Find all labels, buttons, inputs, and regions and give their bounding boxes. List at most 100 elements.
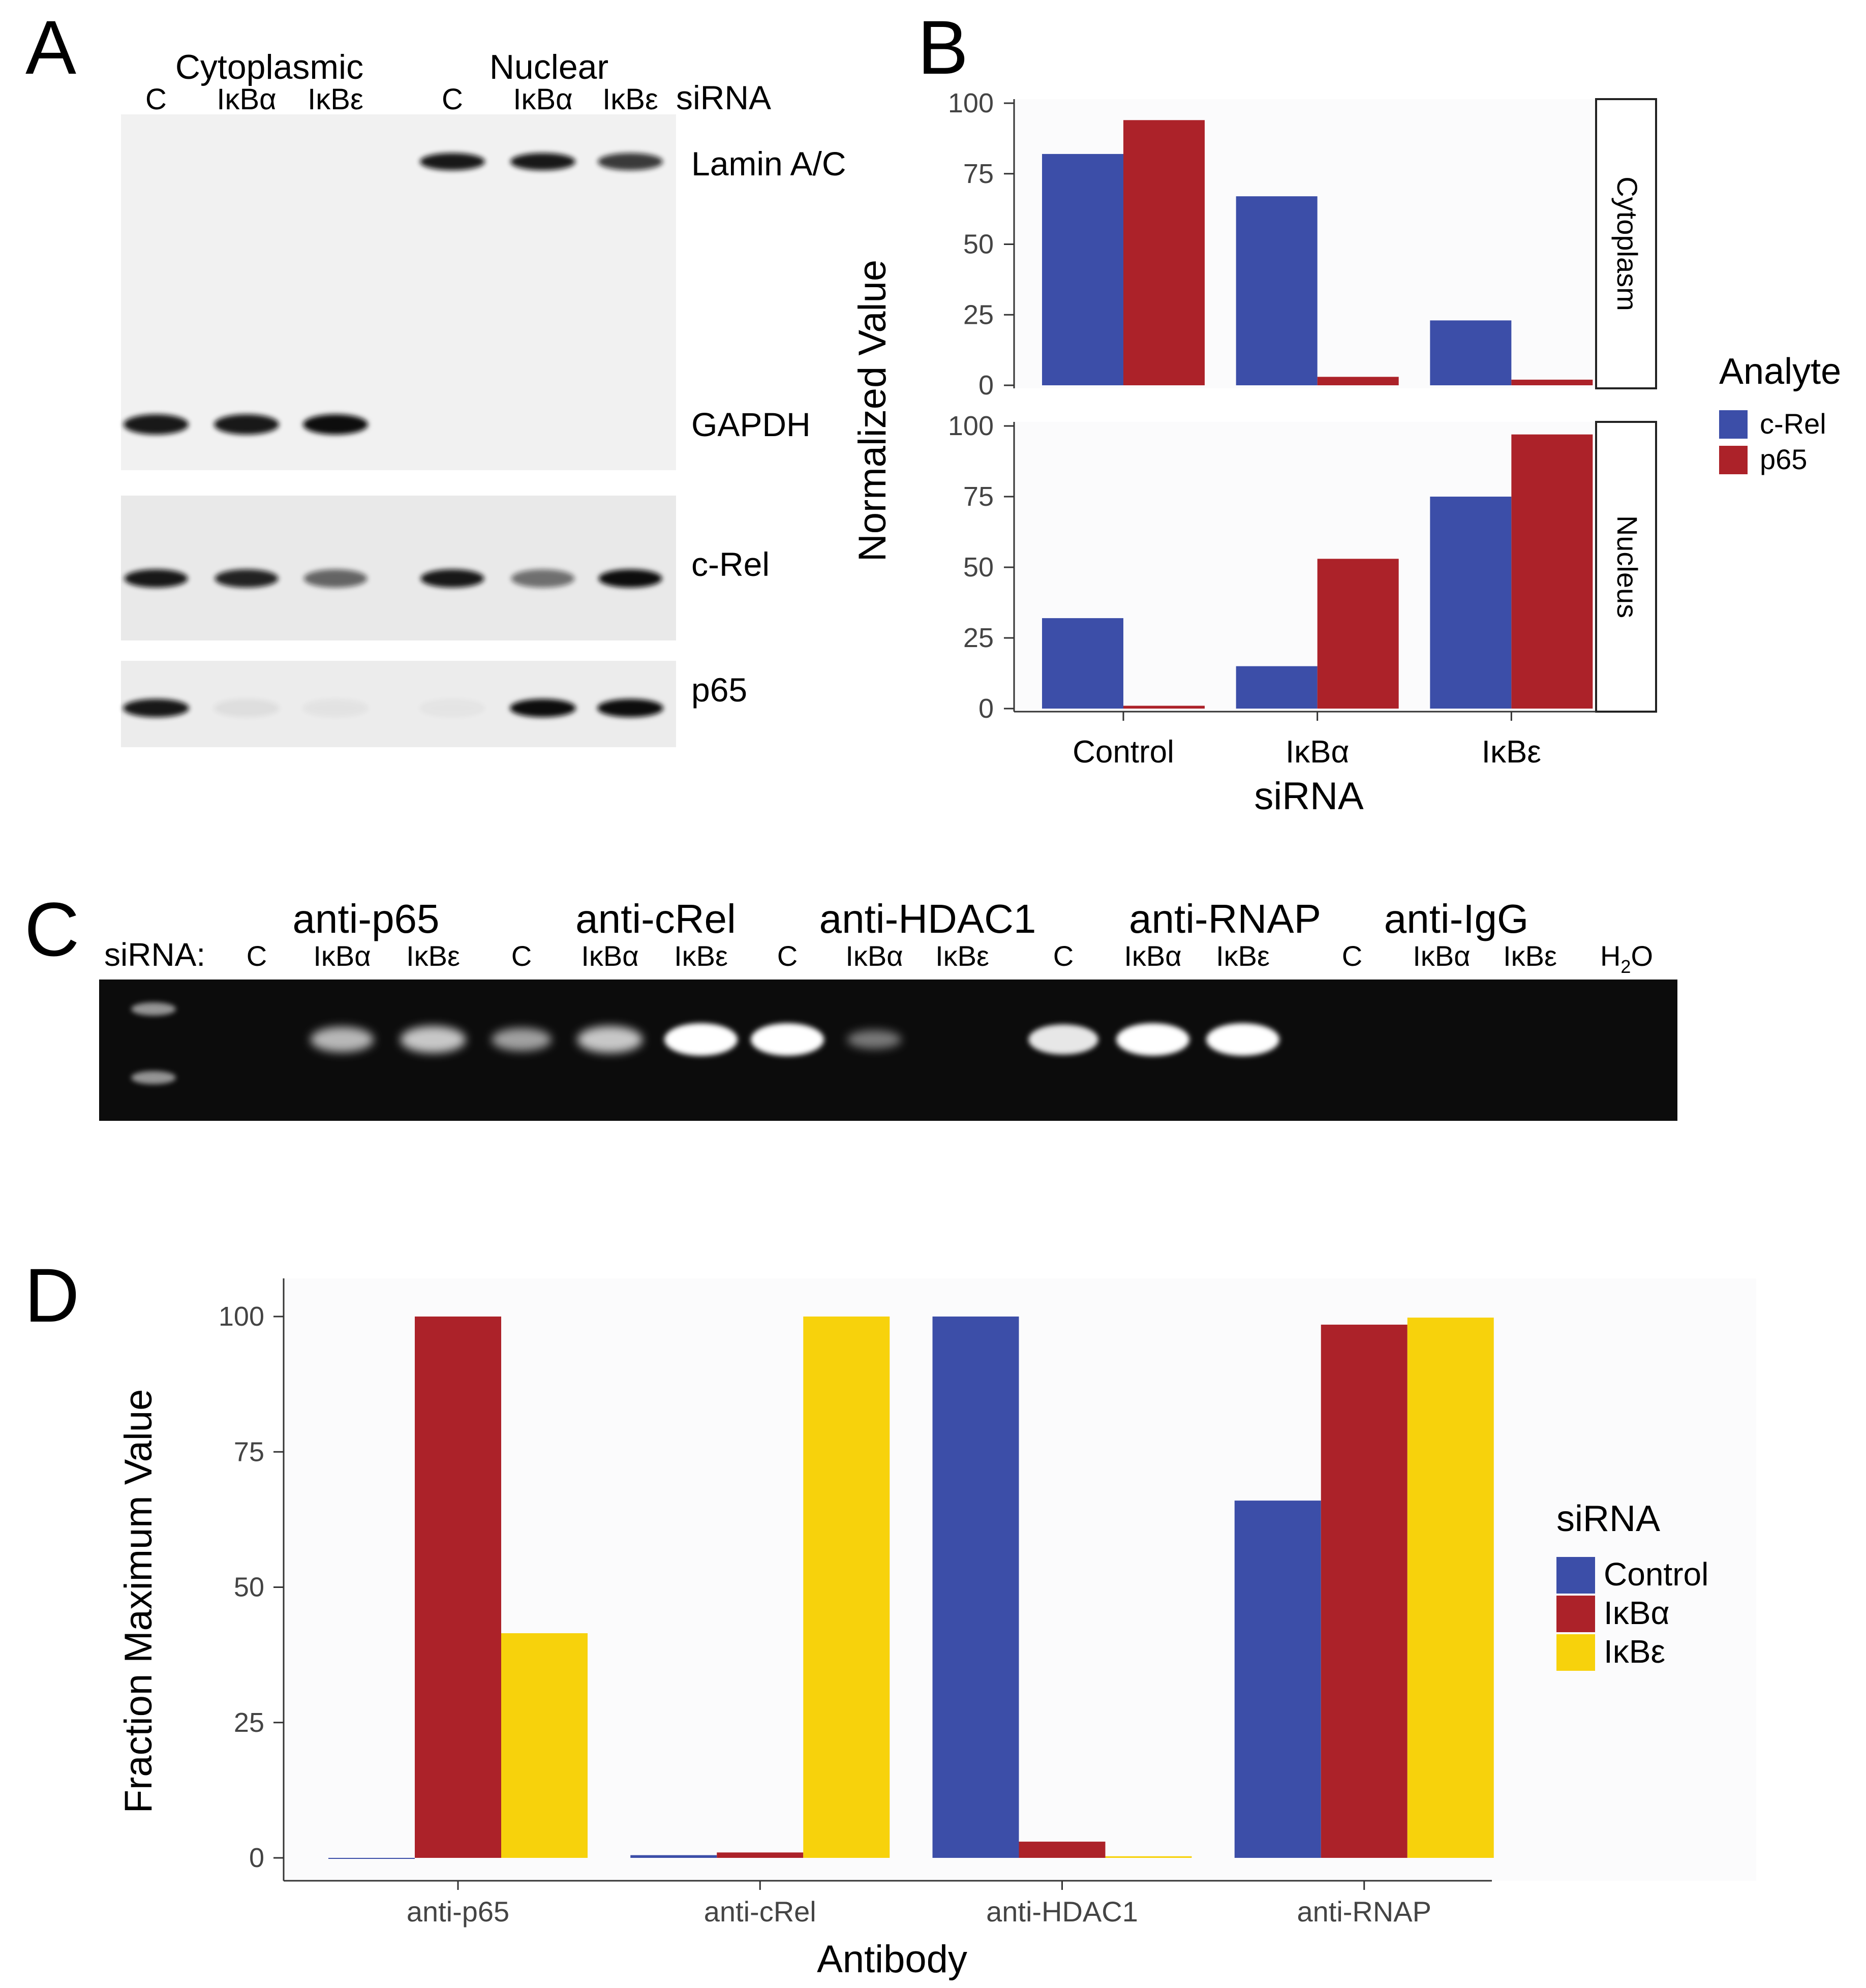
chart-d-ytick-label: 75 (234, 1436, 264, 1467)
chart-b-bar-c-rel (1042, 618, 1123, 709)
chart-b-facet-label: Nucleus (1611, 515, 1643, 618)
gel-band (751, 1023, 824, 1056)
blot-group-label-cytoplasmic: Cytoplasmic (175, 48, 363, 86)
gel-lane-label: IκBε (674, 940, 728, 972)
blot-band-crel (420, 569, 484, 588)
blot-lane-label: C (145, 83, 167, 116)
chart-b-facet-label: Cytoplasm (1611, 176, 1643, 311)
chart-b-bar-p65 (1511, 434, 1593, 709)
chart-d-bar-ikba (1321, 1324, 1408, 1858)
gel-band (1206, 1023, 1279, 1056)
chart-d-legend-swatch (1556, 1596, 1595, 1632)
chart-d-xlabel: Antibody (817, 1938, 967, 1981)
chart-b-ytick-label: 25 (963, 623, 994, 653)
blot-band-lamin (420, 153, 485, 170)
gel-antibody-label: anti-IgG (1384, 896, 1529, 941)
chart-d-xtick-label: anti-RNAP (1297, 1895, 1431, 1928)
chart-d-bar-ikbe (501, 1633, 588, 1858)
chart-d-bar-control (1234, 1501, 1321, 1858)
gel-lane-label: IκBε (935, 940, 989, 972)
chart-b-xtick-label: Control (1073, 735, 1174, 770)
chart-b-ytick-label: 100 (948, 88, 994, 118)
gel-lane-label: C (511, 940, 532, 972)
chart-b-bar-c-rel (1430, 320, 1512, 385)
chart-d-bar-ikbe (1105, 1856, 1192, 1858)
chart-b-ytick-label: 0 (978, 370, 994, 401)
chart-b-ytick-label: 50 (963, 229, 994, 260)
blot-lane-label: IκBα (513, 83, 572, 116)
gel-lane-label: C (777, 940, 798, 972)
chart-b-xtick-label: IκBα (1286, 735, 1349, 770)
blot-group-label-nuclear: Nuclear (490, 48, 608, 86)
blot-band-label-crel: c-Rel (691, 545, 770, 583)
gel-band (577, 1026, 643, 1053)
chart-d-ytick-label: 25 (234, 1707, 264, 1738)
gel-lane-label: IκBα (845, 940, 903, 972)
chart-b-facet-strip (1595, 421, 1657, 713)
chart-b-bar-c-rel (1430, 497, 1512, 709)
chart-b-ytick-label: 75 (963, 159, 994, 189)
blot-band-p65 (419, 699, 485, 717)
gel-band (664, 1023, 738, 1056)
chart-b-legend-label: c-Rel (1760, 408, 1826, 440)
chart-d-ylabel: Fraction Maximum Value (117, 1389, 160, 1814)
gel-antibody-labels: anti-p65 anti-cRel anti-HDAC1 anti-RNAP anti… (292, 896, 1528, 941)
blot-membrane-lamin-gapdh (121, 114, 676, 470)
gel-water-h: H (1600, 940, 1620, 972)
panel-a: A Cytoplasmic Nuclear C IκBα IκBε C IκBα IκBε… (25, 5, 846, 747)
gel-antibody-label: anti-RNAP (1129, 896, 1321, 941)
chart-b-bar-c-rel (1236, 666, 1318, 709)
blot-band-crel (511, 569, 575, 588)
gel-lane-label: IκBα (313, 940, 371, 972)
chart-b-bar-c-rel (1042, 154, 1123, 385)
panel-d: D 0 25 50 75 100 anti-p65 anti-cRel anti-HDAC1 a… (24, 1252, 1756, 1981)
gel-lane-label: IκBε (1503, 940, 1557, 972)
blot-band-crel (215, 569, 279, 588)
gel-lane-label: IκBα (581, 940, 638, 972)
gel-ladder-band (131, 1071, 176, 1084)
chart-d-bar-ikbe (803, 1317, 890, 1858)
gel-lane-label: IκBα (1413, 940, 1470, 972)
chart-b-ytick-label: 100 (948, 411, 994, 441)
chart-b-bar-p65 (1317, 559, 1399, 709)
panel-b: B 0 25 50 75 100 Cytoplasm 0 25 50 75 100 Nucleus Co… (851, 5, 1841, 818)
gel-lane-labels: C IκBα IκBε C IκBα IκBε C IκBα IκBε C IκBα IκBε C IκB… (247, 940, 1557, 972)
chart-b-ylabel: Normalized Value (851, 260, 894, 562)
gel-band (847, 1030, 902, 1049)
chart-b-bar-p65 (1123, 706, 1205, 709)
chart-b-xtick-label: IκBε (1482, 735, 1541, 770)
chart-d-xtick-label: anti-HDAC1 (986, 1895, 1138, 1928)
blot-lane-labels: C IκBα IκBε C IκBα IκBε (145, 83, 658, 116)
gel-lane-label: C (247, 940, 267, 972)
chart-d-ytick-label: 0 (249, 1843, 264, 1873)
chart-b-ytick-label: 75 (963, 481, 994, 512)
blot-band-label-p65: p65 (691, 671, 747, 709)
chart-d-bar-ikbe (1407, 1318, 1494, 1858)
blot-band-gapdh (214, 414, 279, 435)
chart-d-bar-ikba (1019, 1842, 1106, 1858)
chart-b-ytick-label: 25 (963, 299, 994, 330)
chart-b-ytick-label: 0 (978, 693, 994, 724)
gel-lane-label: IκBε (1216, 940, 1270, 972)
blot-lane-label: IκBα (217, 83, 276, 116)
blot-membrane-p65 (121, 661, 676, 747)
chart-b-legend-swatch (1719, 446, 1748, 474)
gel-bands (131, 1002, 1279, 1084)
chart-d-bar-control (328, 1858, 415, 1859)
blot-lane-label: IκBε (602, 83, 658, 116)
blot-band-p65 (510, 699, 576, 717)
gel-antibody-label: anti-p65 (292, 896, 439, 941)
gel-water-o: O (1631, 940, 1653, 972)
gel-band (1116, 1023, 1189, 1056)
blot-lane-label: C (442, 83, 463, 116)
gel-antibody-label: anti-HDAC1 (819, 896, 1036, 941)
blot-band-crel (303, 569, 368, 588)
chart-d-bar-control (932, 1317, 1019, 1858)
gel-band (310, 1027, 374, 1052)
blot-band-p65 (302, 699, 369, 717)
chart-d-xtick-label: anti-p65 (407, 1895, 509, 1928)
blot-band-lamin (598, 153, 663, 170)
gel-lane-label: IκBα (1124, 940, 1181, 972)
panel-letter-d: D (24, 1252, 79, 1338)
